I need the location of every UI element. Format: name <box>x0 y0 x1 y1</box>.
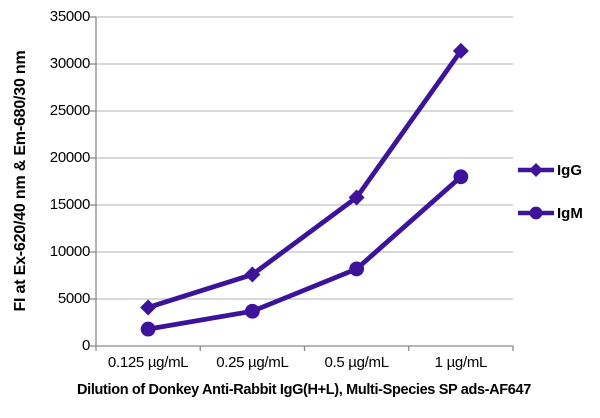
series-line-IgM <box>145 174 464 332</box>
circle-marker <box>140 321 156 337</box>
diamond-marker <box>244 266 261 283</box>
series-line-IgG <box>145 48 464 310</box>
x-axis-title: Dilution of Donkey Anti-Rabbit IgG(H+L),… <box>77 382 531 398</box>
y-tick-label: 20000 <box>49 149 91 166</box>
y-tick-label: 15000 <box>49 196 91 213</box>
circle-marker <box>529 206 543 220</box>
y-tick-label: 5000 <box>57 290 90 307</box>
diamond-marker <box>529 163 543 177</box>
legend-marker-igg-diamond-icon <box>518 163 554 177</box>
x-tick-label: 0.5 µg/mL <box>324 354 389 371</box>
circle-marker <box>244 303 260 319</box>
y-tick-label: 0 <box>81 337 90 354</box>
legend-label-igm: IgM <box>557 204 583 222</box>
y-axis-title: FI at Ex-620/40 nm & Em-680/30 nm <box>12 50 29 312</box>
legend-marker-igm-circle-icon <box>518 206 554 220</box>
circle-marker <box>453 169 469 185</box>
diamond-marker <box>348 189 365 206</box>
legend-item-igm: IgM <box>516 204 583 222</box>
y-tick-label: 25000 <box>49 102 91 119</box>
circle-marker <box>349 261 365 277</box>
legend: IgG IgM <box>516 0 600 418</box>
legend-item-igg: IgG <box>516 161 582 179</box>
x-tick-label: 1 µg/mL <box>434 354 488 371</box>
x-tick-label: 0.125 µg/mL <box>107 354 189 371</box>
y-tick-label: 35000 <box>49 8 91 25</box>
y-tick-label: 30000 <box>49 55 91 72</box>
legend-label-igg: IgG <box>557 161 582 179</box>
x-tick-label: 0.25 µg/mL <box>216 354 289 371</box>
diamond-marker <box>140 299 157 316</box>
y-tick-label: 10000 <box>49 243 91 260</box>
diamond-marker <box>452 42 469 59</box>
